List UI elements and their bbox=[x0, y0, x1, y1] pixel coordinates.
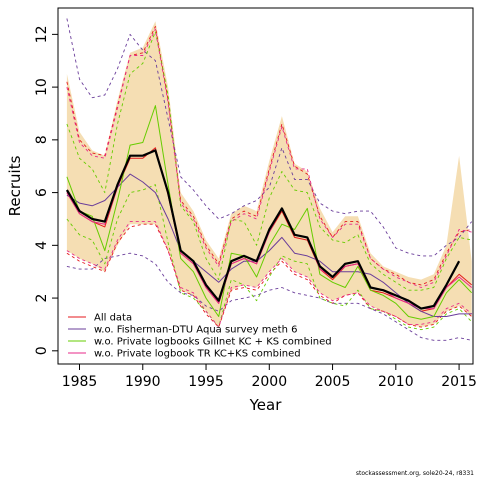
series-line-11 bbox=[66, 28, 472, 288]
y-tick-label: 8 bbox=[34, 135, 50, 144]
series-line-12 bbox=[66, 221, 472, 328]
x-tick-label: 2015 bbox=[441, 374, 477, 390]
y-tick-label: 4 bbox=[34, 241, 50, 250]
x-tick-label: 2000 bbox=[251, 374, 287, 390]
series-line-9 bbox=[66, 31, 472, 291]
series-line-8 bbox=[66, 252, 472, 341]
plot-frame bbox=[57, 7, 474, 365]
y-axis: 0 2 4 6 8 10 12 bbox=[34, 25, 58, 355]
x-tick-label: 1990 bbox=[125, 374, 161, 390]
x-tick-label: 1995 bbox=[188, 374, 224, 390]
y-tick-label: 2 bbox=[34, 294, 50, 303]
x-tick-label: 2005 bbox=[315, 374, 351, 390]
series-line-3 bbox=[66, 105, 473, 320]
y-tick-label: 12 bbox=[34, 25, 50, 43]
y-tick-label: 10 bbox=[34, 78, 50, 96]
y-axis-title: Recruits bbox=[6, 155, 24, 216]
legend-label: All data bbox=[94, 313, 132, 324]
series-line-7 bbox=[66, 18, 473, 257]
x-axis-title: Year bbox=[249, 396, 283, 414]
series-line-10 bbox=[66, 184, 473, 331]
series-line-0 bbox=[65, 149, 461, 310]
footer-credit: stockassessment.org, sole20-24, r8331 bbox=[355, 470, 474, 477]
legend-label: w.o. Fisherman-DTU Aqua survey meth 6 bbox=[94, 325, 297, 336]
y-tick-label: 0 bbox=[34, 346, 50, 355]
series-lines-layer bbox=[65, 18, 473, 341]
x-tick-label: 1985 bbox=[62, 374, 98, 390]
series-line-5 bbox=[66, 26, 472, 286]
legend-label: w.o. Private logbook TR KC+KS combined bbox=[94, 349, 301, 360]
x-tick-label: 2010 bbox=[378, 374, 414, 390]
y-tick-label: 6 bbox=[34, 188, 50, 197]
legend-label: w.o. Private logbooks Gillnet KC + KS co… bbox=[94, 337, 332, 348]
x-axis: 1985 1990 1995 2000 2005 2010 2015 bbox=[62, 364, 477, 390]
